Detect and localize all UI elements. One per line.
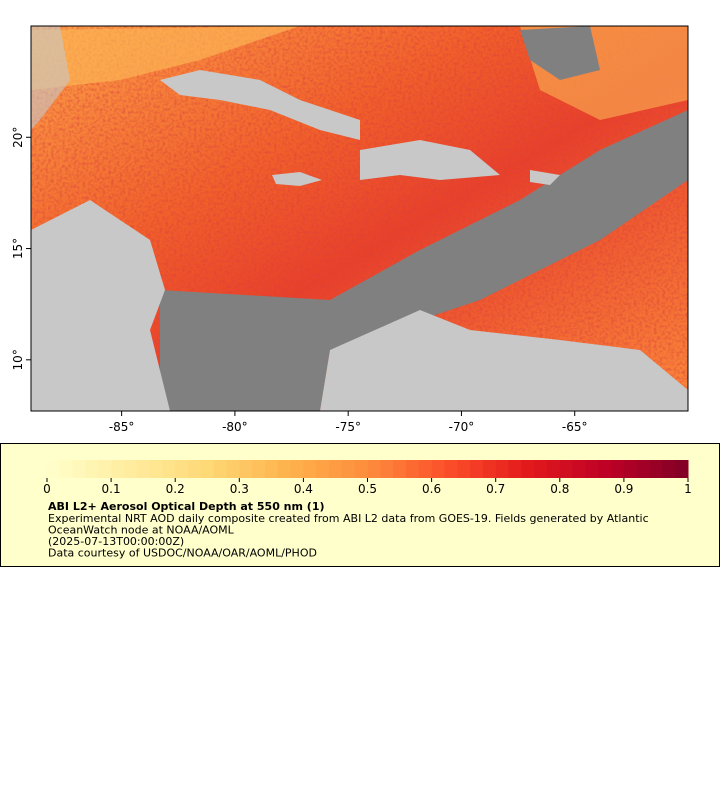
colorbar-step	[226, 460, 240, 478]
colorbar-tick-label: 0.5	[358, 482, 377, 496]
colorbar-step	[123, 460, 138, 478]
colorbar-step	[585, 460, 599, 478]
colorbar-step	[431, 460, 445, 478]
colorbar-step	[329, 460, 343, 478]
colorbar-tick-label: 1	[684, 482, 692, 496]
colorbar-step	[303, 460, 317, 478]
colorbar-step	[98, 460, 112, 478]
colorbar-step	[546, 460, 561, 478]
colorbar-step	[264, 460, 279, 478]
colorbar-step	[508, 460, 522, 478]
x-tick-label: -70°	[449, 420, 475, 434]
colorbar-step	[521, 460, 535, 478]
colorbar-step	[598, 460, 612, 478]
x-tick-label: -65°	[562, 420, 588, 434]
colorbar-step	[354, 460, 368, 478]
colorbar-tick-label: 0	[43, 482, 51, 496]
colorbar-step	[495, 460, 510, 478]
colorbar-step	[367, 460, 381, 478]
map-frame	[30, 25, 689, 412]
y-tick-label: 10°	[11, 349, 25, 370]
colorbar-step	[72, 460, 86, 478]
colorbar-step	[393, 460, 407, 478]
colorbar-step	[175, 460, 189, 478]
colorbar-step	[85, 460, 99, 478]
colorbar-step	[200, 460, 215, 478]
colorbar-step	[405, 460, 420, 478]
colorbar-tick-label: 0.1	[102, 482, 121, 496]
colorbar-step	[418, 460, 433, 478]
colorbar-step	[559, 460, 574, 478]
colorbar-step	[213, 460, 227, 478]
x-tick-label: -80°	[222, 420, 248, 434]
x-tick-label: -75°	[335, 420, 361, 434]
colorbar-step	[611, 460, 625, 478]
legend-title: ABI L2+ Aerosol Optical Depth at 550 nm …	[48, 500, 325, 513]
colorbar-step	[47, 460, 61, 478]
x-tick-label: -85°	[109, 420, 135, 434]
colorbar-tick-label: 0.8	[550, 482, 569, 496]
colorbar-step	[136, 460, 151, 478]
colorbar-step	[470, 460, 484, 478]
colorbar-step	[457, 460, 471, 478]
colorbar-step	[623, 460, 638, 478]
colorbar-tick-label: 0.2	[166, 482, 185, 496]
colorbar-step	[341, 460, 356, 478]
colorbar-step	[482, 460, 497, 478]
colorbar-step	[444, 460, 458, 478]
colorbar-step	[675, 460, 689, 478]
colorbar-tick-label: 0.9	[614, 482, 633, 496]
colorbar-tick-label: 0.4	[294, 482, 313, 496]
colorbar-step	[59, 460, 74, 478]
y-tick-label: 15°	[11, 238, 25, 259]
legend-line: Data courtesy of USDOC/NOAA/OAR/AOML/PHO…	[48, 547, 317, 560]
colorbar-tick-label: 0.6	[422, 482, 441, 496]
colorbar-step	[316, 460, 330, 478]
colorbar-tick-label: 0.3	[230, 482, 249, 496]
legend-line: Experimental NRT AOD daily composite cre…	[48, 512, 649, 525]
colorbar-step	[649, 460, 663, 478]
colorbar-step	[149, 460, 163, 478]
colorbar-step	[636, 460, 651, 478]
colorbar-step	[188, 460, 202, 478]
y-tick-label: 20°	[11, 127, 25, 148]
colorbar-step	[290, 460, 304, 478]
colorbar-step	[252, 460, 266, 478]
colorbar-step	[277, 460, 292, 478]
colorbar-step	[239, 460, 253, 478]
colorbar-tick-label: 0.7	[486, 482, 505, 496]
legend-line: (2025-07-13T00:00:00Z)	[48, 535, 184, 548]
legend-line: OceanWatch node at NOAA/AOML	[48, 524, 235, 537]
colorbar-step	[572, 460, 586, 478]
colorbar-step	[534, 460, 548, 478]
colorbar: 0 0.1 0.2 0.3 0.4 0.5 0.6 0.7 0.8 0.9 1	[43, 460, 692, 496]
colorbar-step	[662, 460, 676, 478]
colorbar-step	[380, 460, 394, 478]
colorbar-step	[162, 460, 176, 478]
map-image	[31, 26, 688, 411]
colorbar-step	[111, 460, 125, 478]
